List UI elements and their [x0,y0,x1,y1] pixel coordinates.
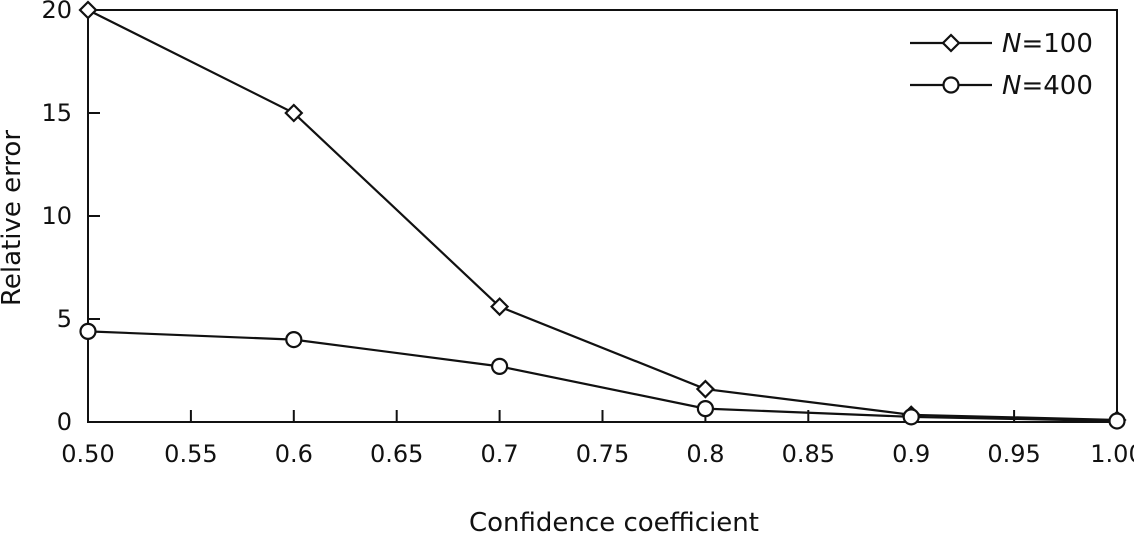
data-point-diamond [490,297,510,317]
legend-label-variable: N [1002,29,1021,59]
data-point-diamond [695,379,715,399]
legend-label-value: =400 [1021,71,1092,101]
data-point-circle [79,322,97,340]
x-tick-label: 0.75 [576,440,629,468]
y-axis: 0 5 10 15 20 [41,0,100,436]
x-tick-label: 0.6 [275,440,313,468]
legend-item: N=400 [910,71,1093,101]
series-line [87,330,1118,423]
legend-item: N=100 [910,29,1093,59]
series-circle [79,322,1126,430]
y-tick-label: 5 [57,305,72,333]
x-tick-label: 0.8 [686,440,724,468]
legend-marker-diamond [941,33,961,53]
legend-label: N=400 [1002,71,1093,101]
y-tick-label: 0 [57,408,72,436]
series-line [87,9,1118,422]
data-point-circle [902,408,920,426]
x-tick-label: 0.65 [370,440,423,468]
y-tick-label: 20 [41,0,72,24]
legend-label-value: =100 [1021,29,1092,59]
x-axis: 0.50 0.55 0.6 0.65 0.7 0.75 0.8 0.85 0.9 0.95 1.00 [61,410,1134,468]
plot-border [87,9,1118,423]
data-point-circle [285,331,303,349]
x-axis-title: Confidence coefficient [469,508,759,534]
legend-label-variable: N [1002,71,1021,101]
x-tick-label: 0.95 [987,440,1040,468]
data-point-circle [491,357,509,375]
x-tick-label: 0.85 [782,440,835,468]
legend-label: N=100 [1002,29,1093,59]
data-point-diamond [78,0,98,20]
data-point-circle [696,400,715,418]
x-tick-label: 0.9 [892,440,930,468]
plot-frame [87,9,1118,423]
data-point-circle [1108,412,1126,430]
x-tick-label: 1.00 [1090,440,1134,468]
y-tick-label: 15 [41,99,72,127]
legend-marker-circle [942,76,960,94]
x-tick-label: 0.50 [61,440,114,468]
data-point-diamond [284,103,304,123]
series-diamond [78,0,1127,430]
x-tick-label: 0.7 [481,440,519,468]
series-layer [78,0,1127,430]
y-tick-label: 10 [41,202,72,230]
y-axis-title: Relative error [0,130,27,306]
x-tick-label: 0.55 [164,440,217,468]
